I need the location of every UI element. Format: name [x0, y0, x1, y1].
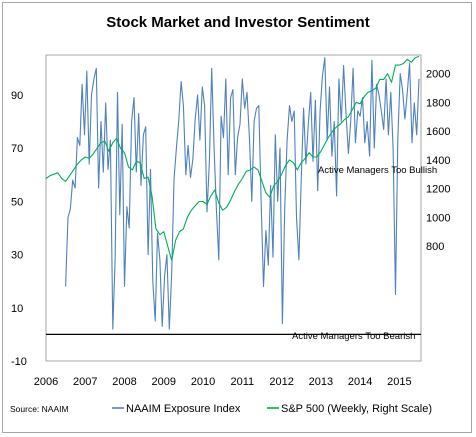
left-y-tick-label: 70 — [11, 143, 23, 155]
legend-label-naaim: NAAIM Exposure Index — [126, 403, 241, 415]
left-y-tick-label: 50 — [11, 196, 23, 208]
annotation-too-bearish: Active Managers Too Bearish — [292, 331, 415, 342]
left-y-tick-label: 10 — [11, 303, 23, 315]
x-tick-label: 2011 — [231, 376, 255, 388]
right-y-tick-label: 1600 — [426, 126, 450, 138]
legend-label-sp500: S&P 500 (Weekly, Right Scale) — [281, 403, 432, 415]
x-tick-label: 2010 — [191, 376, 215, 388]
x-tick-label: 2007 — [73, 376, 97, 388]
right-y-tick-label: 800 — [426, 241, 444, 253]
x-tick-label: 2006 — [34, 376, 58, 388]
left-y-tick-label: 30 — [11, 250, 23, 262]
axes: 2006 2007 2008 2009 2010 2011 2012 2013 2014 2015… — [11, 69, 450, 388]
chart-title: Stock Market and Investor Sentiment — [106, 14, 369, 31]
series-line-sp500 — [45, 55, 420, 261]
left-y-tick-label: -10 — [11, 356, 27, 368]
x-tick-label: 2012 — [269, 376, 293, 388]
x-tick-label: 2013 — [309, 376, 333, 388]
right-y-tick-label: 1200 — [426, 184, 450, 196]
right-y-tick-label: 1000 — [426, 212, 450, 224]
right-y-tick-label: 2000 — [426, 69, 450, 81]
left-y-tick-label: 90 — [11, 90, 23, 102]
x-tick-label: 2015 — [387, 376, 411, 388]
x-tick-label: 2008 — [112, 376, 136, 388]
series-line-naaim — [65, 57, 420, 330]
right-y-tick-label: 1800 — [426, 97, 450, 109]
annotation-too-bullish: Active Managers Too Bullish — [318, 165, 437, 176]
right-y-tick-label: 1400 — [426, 155, 450, 167]
series-lines — [45, 55, 420, 330]
source-note: Source: NAAIM — [10, 404, 69, 414]
x-tick-label: 2009 — [152, 376, 176, 388]
legend: NAAIM Exposure Index S&P 500 (Weekly, Ri… — [112, 403, 432, 415]
plot-area — [45, 54, 422, 362]
x-tick-label: 2014 — [348, 376, 372, 388]
